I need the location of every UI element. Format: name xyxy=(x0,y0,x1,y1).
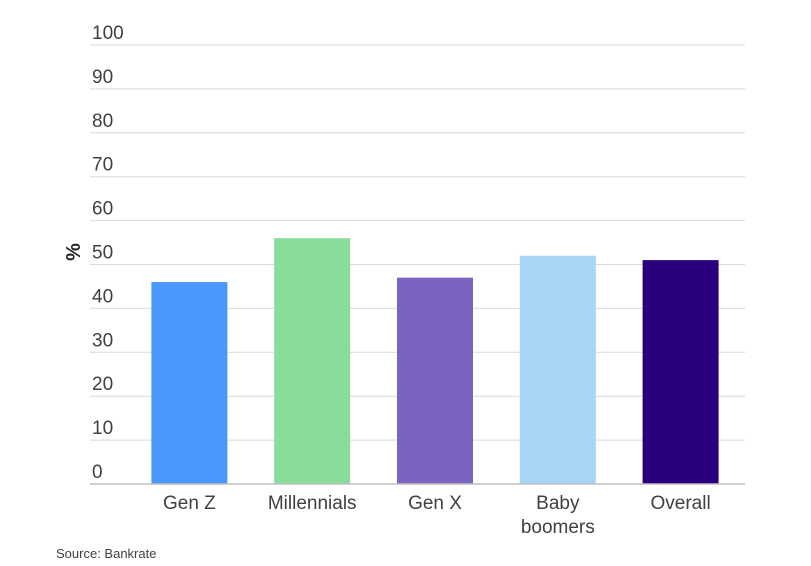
x-tick-label: Gen X xyxy=(408,493,462,514)
bar-gen-z xyxy=(151,282,228,484)
x-tick-label: Gen Z xyxy=(163,493,216,514)
x-tick-label: Millennials xyxy=(268,493,357,514)
y-tick-label: 40 xyxy=(92,286,113,307)
y-axis-ticks: 0 10 20 30 40 50 60 70 80 90 100 xyxy=(92,23,124,483)
y-tick-label: 70 xyxy=(92,155,113,176)
source-note: Source: Bankrate xyxy=(56,546,157,561)
x-tick-label: boomers xyxy=(521,517,595,538)
y-tick-label: 100 xyxy=(92,23,124,44)
y-tick-label: 50 xyxy=(92,243,113,264)
x-tick-label: Overall xyxy=(651,493,711,514)
x-tick-label: Baby xyxy=(536,493,580,514)
y-tick-label: 60 xyxy=(92,199,113,220)
bars xyxy=(151,238,719,484)
bar-gen-x xyxy=(397,277,473,484)
y-tick-label: 10 xyxy=(92,418,113,439)
y-tick-label: 30 xyxy=(92,330,113,351)
y-tick-label: 90 xyxy=(92,67,113,88)
bar-baby-boomers xyxy=(519,255,596,484)
y-axis-label: % xyxy=(63,243,85,261)
x-axis-ticks: Gen Z Millennials Gen X Baby boomers Overall xyxy=(163,493,711,538)
y-tick-label: 20 xyxy=(92,374,113,395)
bar-millennials xyxy=(274,238,351,484)
bar-overall xyxy=(642,260,719,484)
y-tick-label: 80 xyxy=(92,111,113,132)
y-tick-label: 0 xyxy=(92,462,103,483)
